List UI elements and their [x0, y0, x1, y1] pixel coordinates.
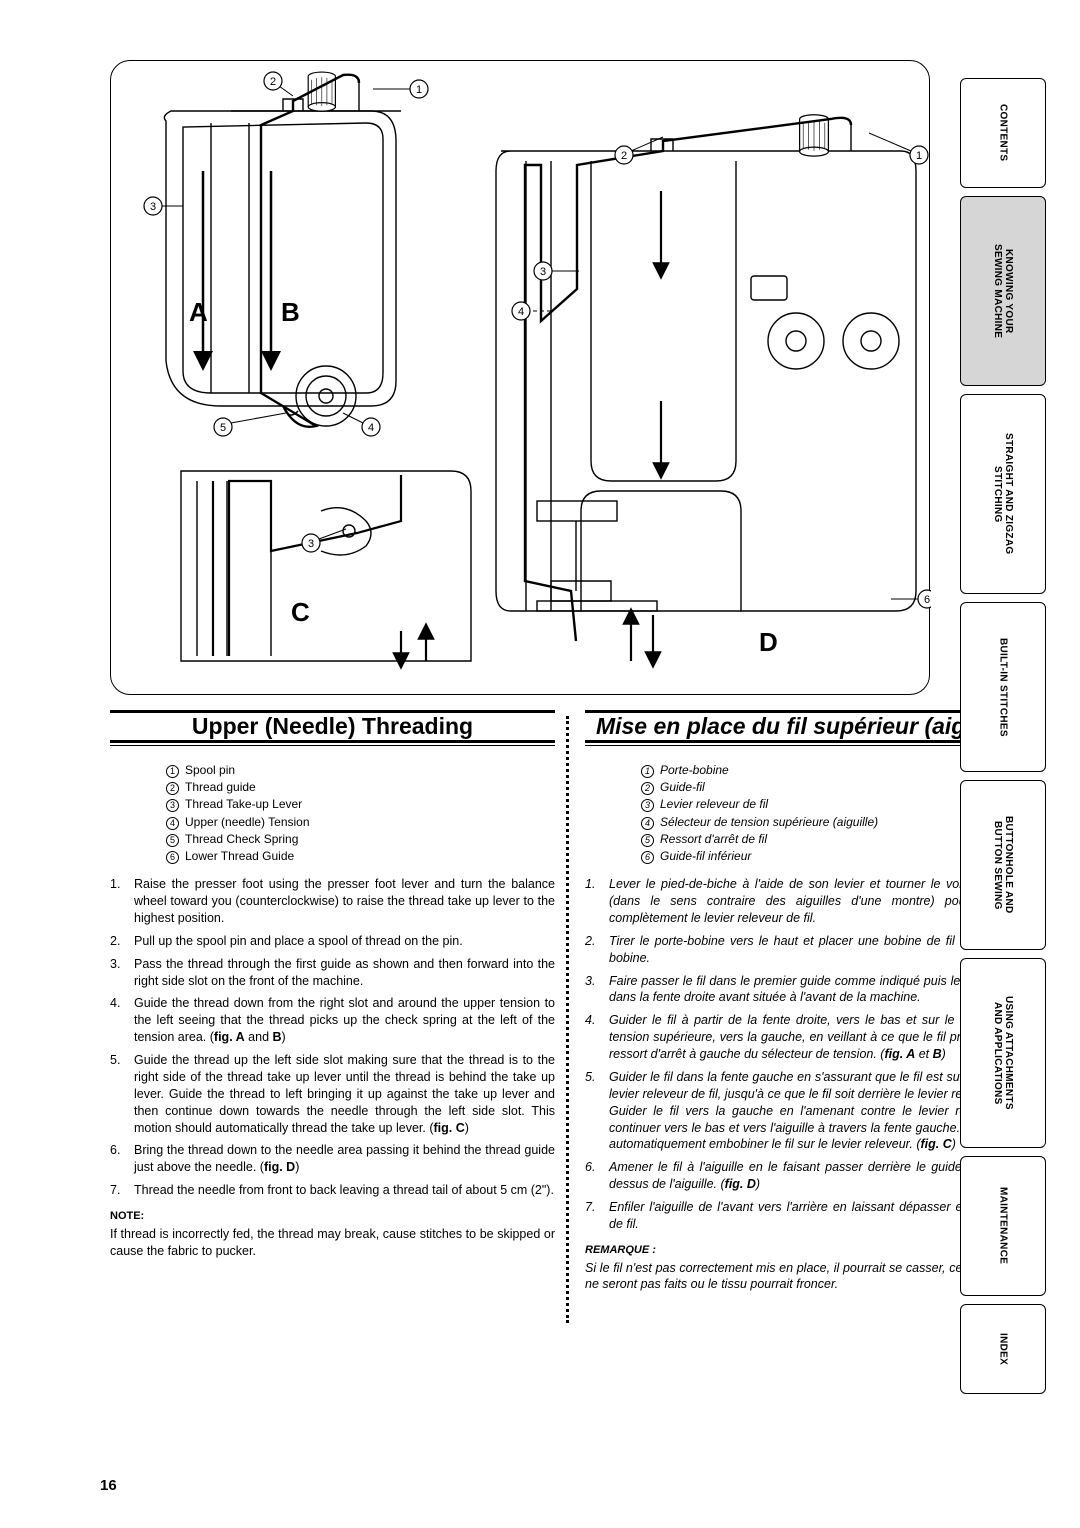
- side-tabs: CONTENTS KNOWING YOURSEWING MACHINE STRA…: [960, 78, 1046, 1394]
- svg-text:6: 6: [924, 594, 930, 606]
- svg-text:4: 4: [518, 306, 524, 318]
- step-en-3: Pass the thread through the first guide …: [110, 956, 555, 990]
- label-C: C: [291, 597, 310, 627]
- tab-attachments[interactable]: USING ATTACHMENTSAND APPLICATIONS: [960, 958, 1046, 1148]
- svg-text:2: 2: [621, 150, 627, 162]
- svg-text:3: 3: [150, 201, 156, 213]
- step-en-2: Pull up the spool pin and place a spool …: [110, 933, 555, 950]
- threading-illustration: A B 1 2 3 4 5: [111, 61, 931, 696]
- svg-text:3: 3: [540, 266, 546, 278]
- tab-contents[interactable]: CONTENTS: [960, 78, 1046, 188]
- note-body-en: If thread is incorrectly fed, the thread…: [110, 1226, 555, 1260]
- label-A: A: [189, 297, 208, 327]
- svg-text:1: 1: [416, 84, 422, 96]
- svg-text:2: 2: [270, 76, 276, 88]
- manual-page: A B 1 2 3 4 5: [0, 0, 1080, 1528]
- tab-straight[interactable]: STRAIGHT AND ZIGZAGSTITCHING: [960, 394, 1046, 594]
- body-columns: 1Spool pin 2Thread guide 3Thread Take-up…: [110, 754, 1030, 1293]
- step-en-4: Guide the thread down from the right slo…: [110, 995, 555, 1046]
- tab-maintenance[interactable]: MAINTENANCE: [960, 1156, 1046, 1296]
- tab-builtin[interactable]: BUILT-IN STITCHES: [960, 602, 1046, 772]
- step-en-1: Raise the presser foot using the presser…: [110, 876, 555, 927]
- illustration-frame: A B 1 2 3 4 5: [110, 60, 930, 695]
- step-en-6: Bring the thread down to the needle area…: [110, 1142, 555, 1176]
- svg-text:3: 3: [308, 538, 314, 550]
- column-separator: [566, 716, 569, 1323]
- page-number: 16: [100, 1477, 117, 1494]
- note-label-en: NOTE:: [110, 1209, 555, 1224]
- heading-en: Upper (Needle) Threading: [110, 713, 555, 746]
- headings-row: Upper (Needle) Threading Mise en place d…: [110, 713, 1030, 746]
- tab-index[interactable]: INDEX: [960, 1304, 1046, 1394]
- label-D: D: [759, 627, 778, 657]
- tab-buttonhole[interactable]: BUTTONHOLE ANDBUTTON SEWING: [960, 780, 1046, 950]
- steps-en: Raise the presser foot using the presser…: [110, 876, 555, 1199]
- column-en: 1Spool pin 2Thread guide 3Thread Take-up…: [110, 754, 555, 1293]
- svg-text:4: 4: [368, 422, 374, 434]
- legend-en: 1Spool pin 2Thread guide 3Thread Take-up…: [166, 762, 555, 864]
- svg-text:5: 5: [220, 422, 226, 434]
- title-en: Upper (Needle) Threading: [110, 713, 555, 743]
- svg-text:1: 1: [916, 150, 922, 162]
- label-B: B: [281, 297, 300, 327]
- step-en-7: Thread the needle from front to back lea…: [110, 1182, 555, 1199]
- tab-knowing[interactable]: KNOWING YOURSEWING MACHINE: [960, 196, 1046, 386]
- step-en-5: Guide the thread up the left side slot m…: [110, 1052, 555, 1136]
